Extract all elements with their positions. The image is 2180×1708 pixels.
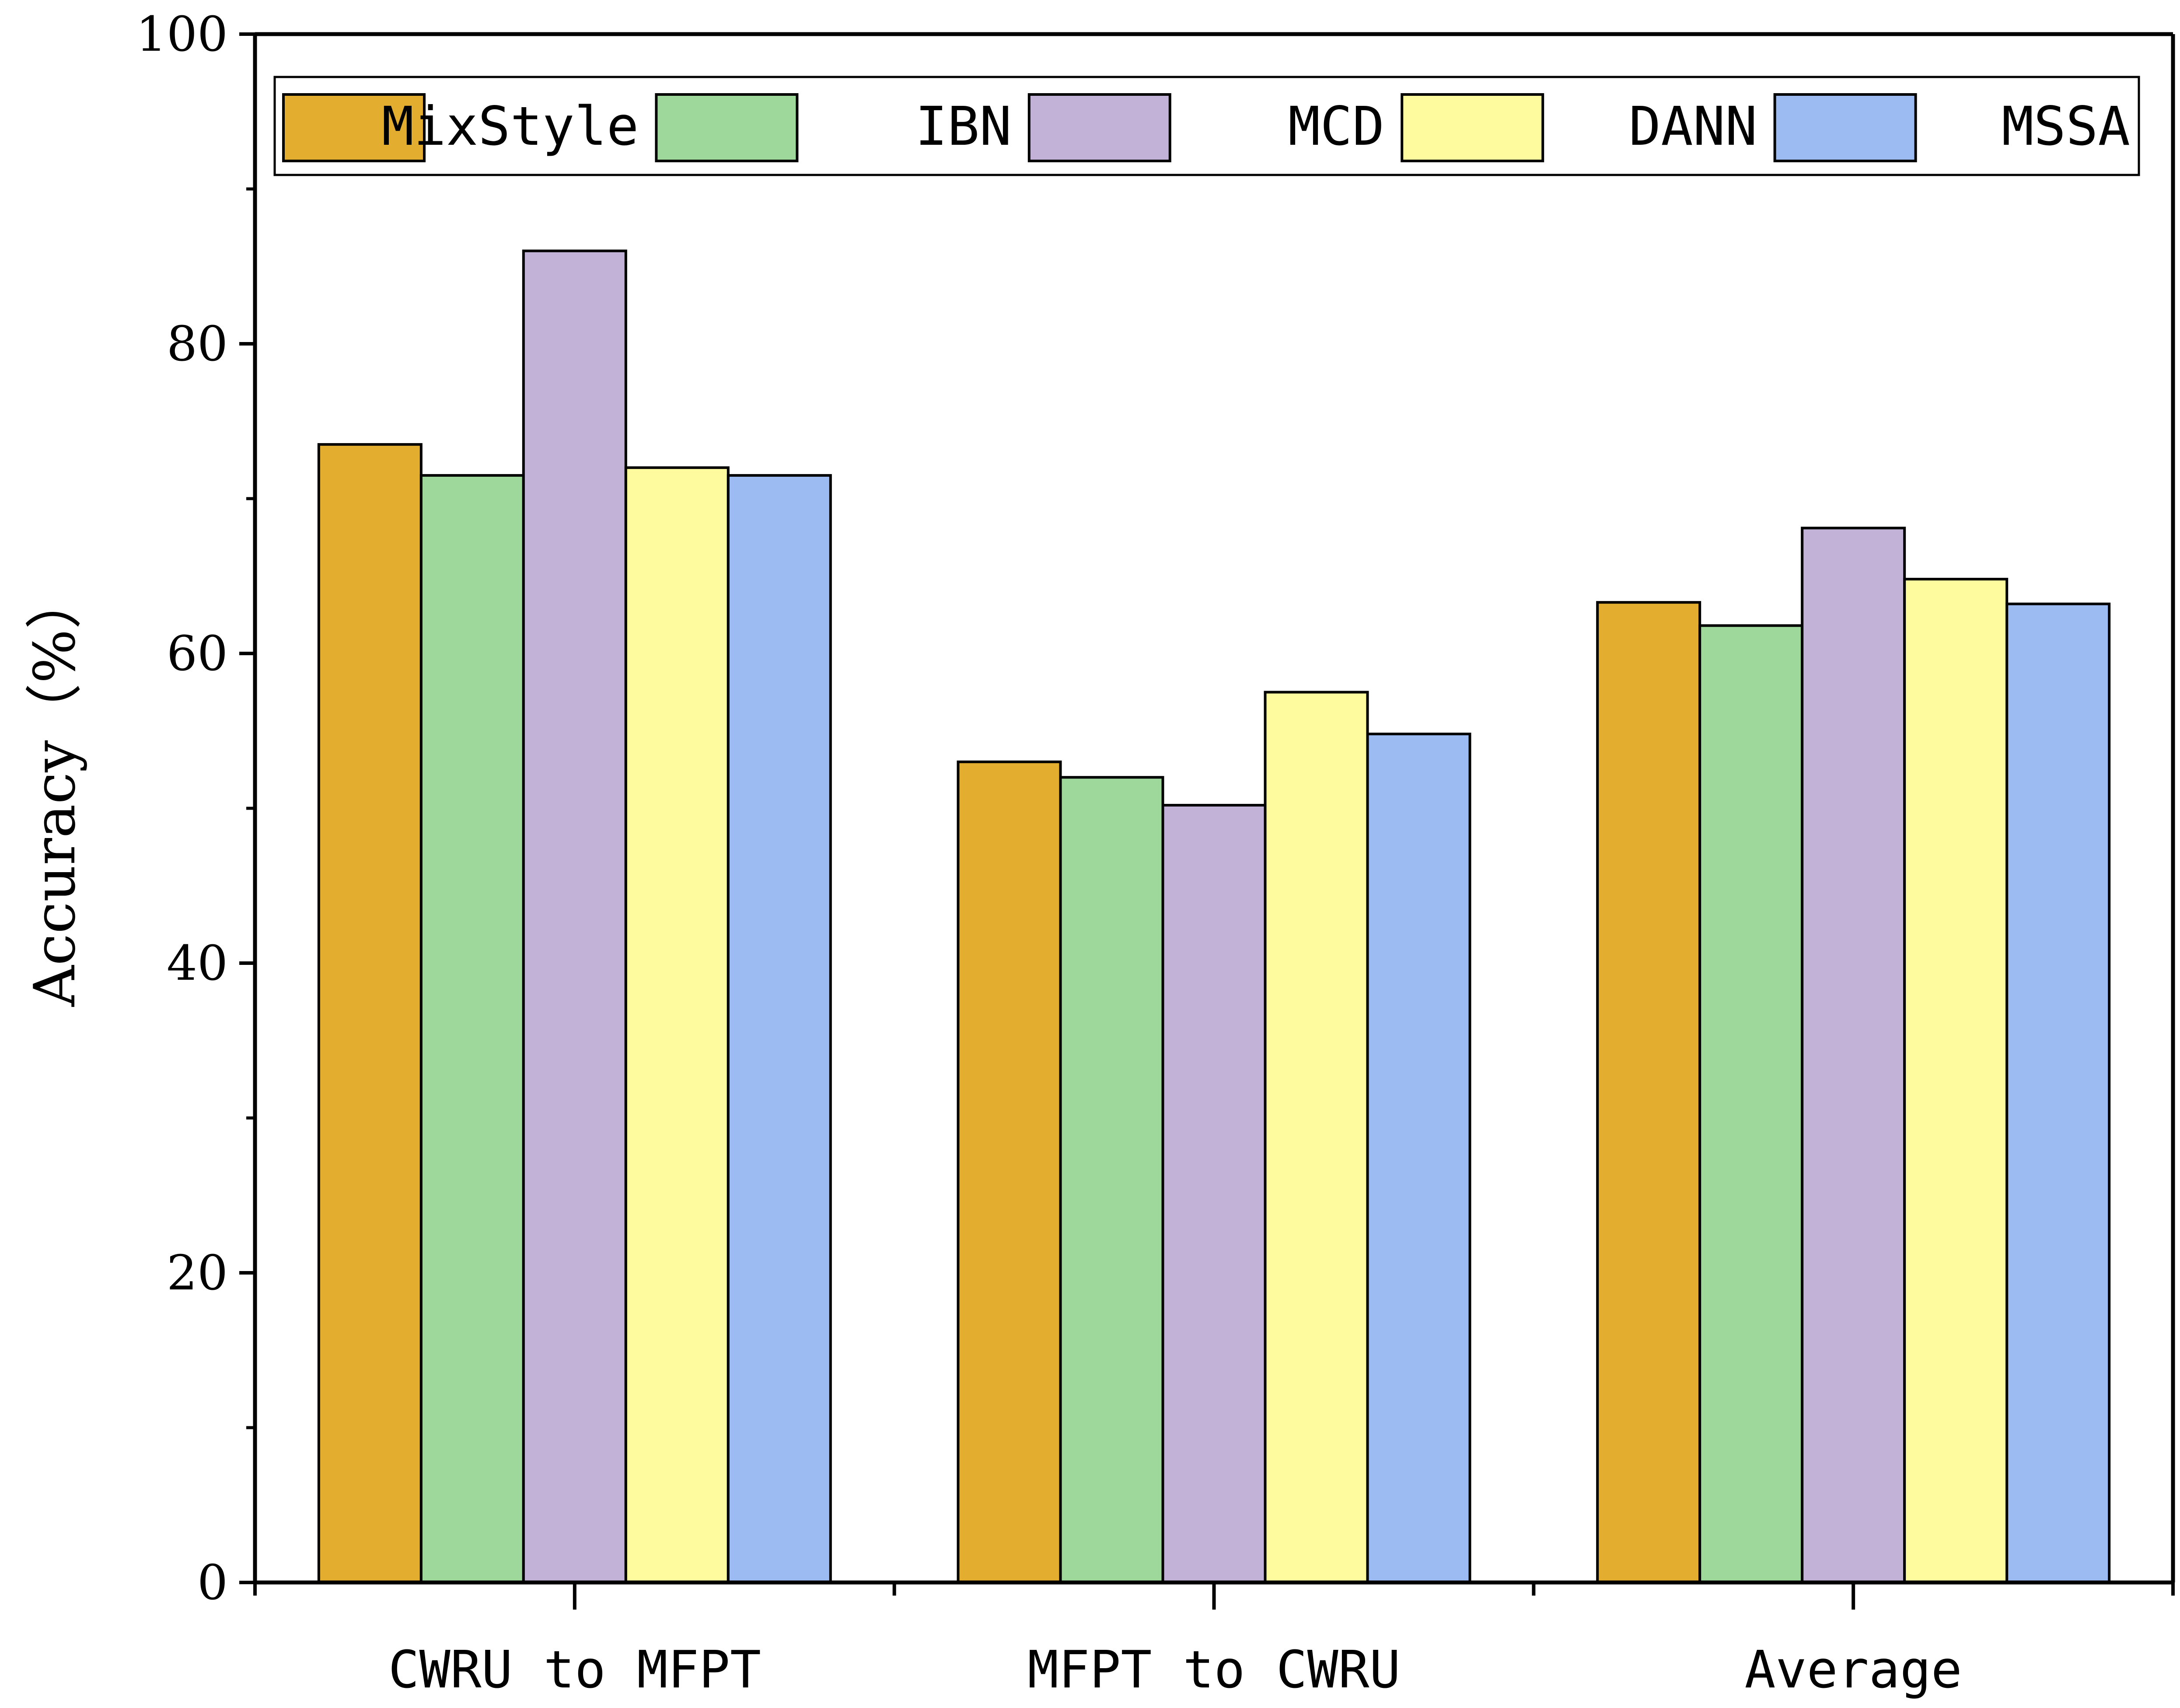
bar-mixstyle-1 (957, 760, 1062, 1584)
bar-mssa-0 (727, 474, 832, 1584)
legend-swatch-mssa (1773, 93, 1917, 162)
bar-mixstyle-2 (1596, 601, 1701, 1584)
bar-mcd-2 (1801, 527, 1906, 1584)
legend-label-mssa: MSSA (2002, 95, 2130, 157)
y-tick-label: 80 (167, 316, 228, 372)
bar-dann-1 (1264, 691, 1369, 1584)
x-category-label: CWRU to MFPT (388, 1639, 762, 1700)
bar-mixstyle-0 (317, 443, 423, 1584)
y-tick-label: 100 (136, 6, 228, 62)
bar-mcd-0 (522, 249, 627, 1584)
y-tick-label: 20 (167, 1245, 228, 1301)
bar-ibn-1 (1059, 776, 1164, 1584)
bar-mssa-1 (1366, 733, 1471, 1584)
bar-dann-2 (1903, 578, 2009, 1584)
x-category-label: MFPT to CWRU (1027, 1639, 1401, 1700)
bar-ibn-0 (419, 474, 525, 1584)
y-tick-label: 40 (167, 935, 228, 991)
bar-mssa-2 (2005, 602, 2111, 1584)
legend-label-ibn: IBN (915, 95, 1011, 157)
y-tick-label: 0 (197, 1554, 228, 1610)
y-tick-label: 60 (167, 625, 228, 681)
legend-swatch-dann (1401, 93, 1544, 162)
legend-label-mcd: MCD (1288, 95, 1384, 157)
legend-swatch-mixstyle (282, 93, 426, 162)
bar-ibn-2 (1698, 624, 1804, 1584)
legend-swatch-ibn (655, 93, 799, 162)
bar-mcd-1 (1161, 803, 1267, 1584)
legend-swatch-mcd (1027, 93, 1171, 162)
bar-dann-0 (624, 466, 730, 1584)
legend-label-dann: DANN (1629, 95, 1757, 157)
y-axis-title: Accuracy（%） (21, 573, 88, 1007)
legend-label-mixstyle: MixStyle (382, 95, 639, 157)
x-category-label: Average (1745, 1639, 1962, 1700)
